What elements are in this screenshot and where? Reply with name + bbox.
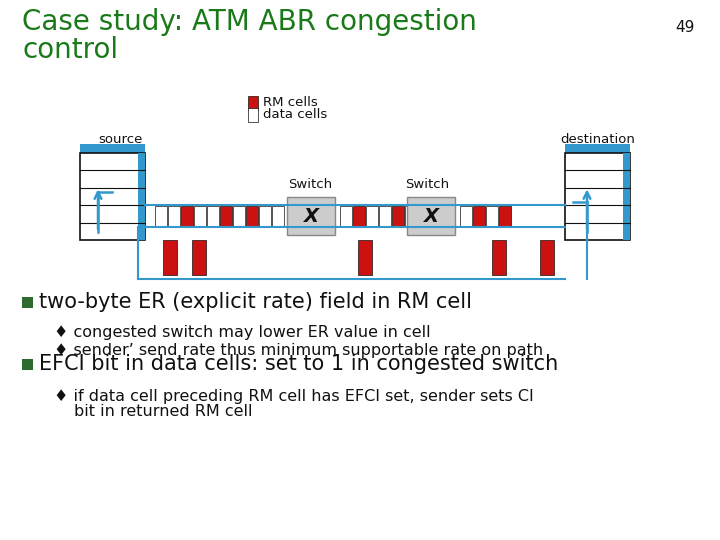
Text: ♦ if data cell preceding RM cell has EFCI set, sender sets CI: ♦ if data cell preceding RM cell has EFC… [54,388,534,403]
Bar [80,144,145,153]
Bar [272,206,284,226]
Bar [22,359,33,370]
Bar [163,240,177,275]
Text: X: X [304,206,318,226]
Bar [155,206,167,226]
Bar [392,206,404,226]
Bar [473,206,485,226]
Text: EFCI bit in data cells: set to 1 in congested switch: EFCI bit in data cells: set to 1 in cong… [39,354,558,374]
Bar [407,197,455,235]
Text: bit in returned RM cell: bit in returned RM cell [74,404,253,420]
Bar [181,206,193,226]
Bar [353,206,365,226]
Bar [248,96,258,110]
Text: Case study: ATM ABR congestion: Case study: ATM ABR congestion [22,8,477,36]
Bar [138,153,145,240]
Text: X: X [423,206,438,226]
Text: 49: 49 [675,20,695,35]
Bar [379,206,391,226]
Bar [565,153,630,240]
Bar [623,153,630,240]
Bar [486,206,498,226]
Text: ♦ sender’ send rate thus minimum supportable rate on path: ♦ sender’ send rate thus minimum support… [54,342,543,357]
Bar [492,240,506,275]
Text: two-byte ER (explicit rate) field in RM cell: two-byte ER (explicit rate) field in RM … [39,292,472,312]
Bar [499,206,511,226]
Text: Switch: Switch [405,178,449,191]
Bar [405,206,417,226]
Text: control: control [22,36,118,64]
Text: destination: destination [561,133,636,146]
Bar [22,297,33,308]
Bar [248,108,258,122]
Bar [565,144,630,153]
Bar [207,206,219,226]
Text: ♦ congested switch may lower ER value in cell: ♦ congested switch may lower ER value in… [54,325,431,340]
Bar [246,206,258,226]
Bar [358,240,372,275]
Bar [460,206,472,226]
Bar [366,206,378,226]
Bar [259,206,271,226]
Bar [287,197,335,235]
Bar [540,240,554,275]
Bar [220,206,232,226]
Text: RM cells: RM cells [263,97,318,110]
Text: data cells: data cells [263,109,328,122]
Text: Switch: Switch [288,178,332,191]
Text: source: source [98,133,142,146]
Bar [340,206,352,226]
Bar [168,206,180,226]
Bar [194,206,206,226]
Bar [233,206,245,226]
Bar [80,153,145,240]
Bar [192,240,206,275]
